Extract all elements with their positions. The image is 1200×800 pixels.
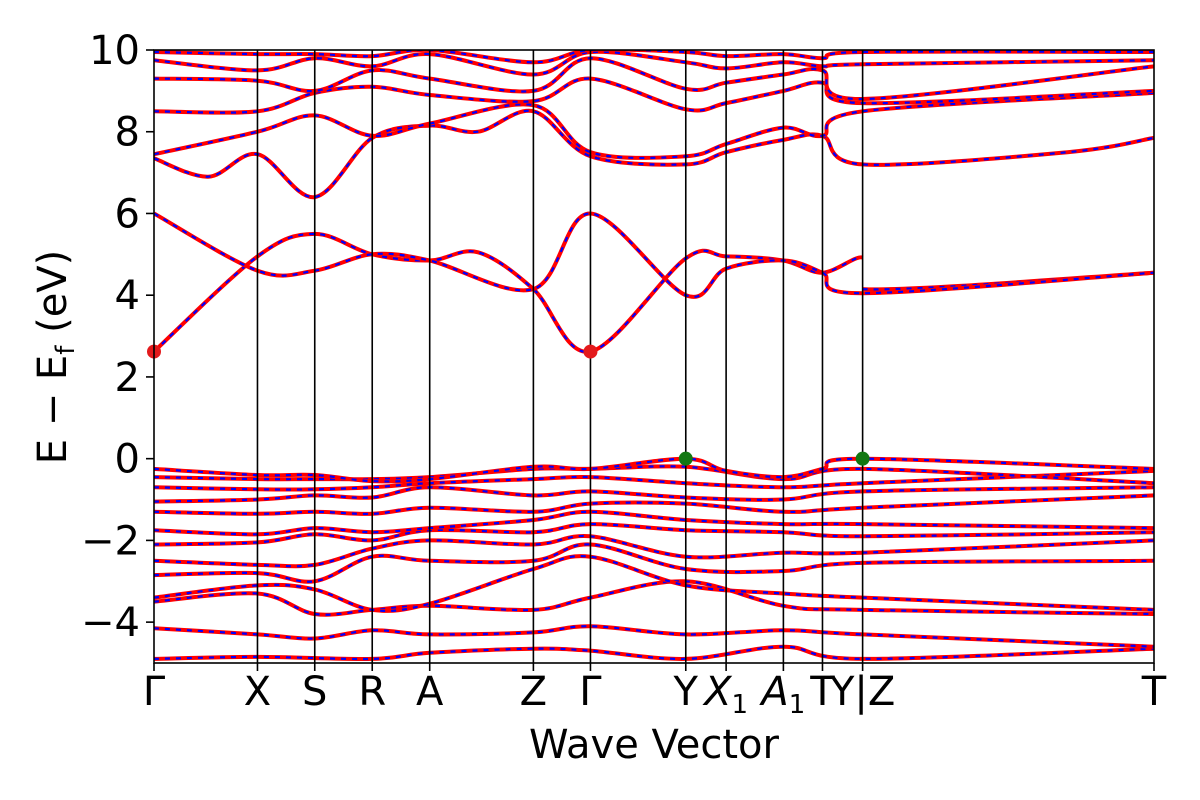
band-line-0 [154,644,1154,662]
y-axis-ticks: −4 −2 0 2 4 6 8 10 [81,28,154,646]
x-tick-label: Y|Z [829,669,895,715]
x-tick-label: Γ [579,669,602,715]
band-line-13 [154,231,1154,354]
band-line-15 [154,108,1154,200]
y-tick-label: 0 [115,437,140,483]
extremum-marker-1 [583,344,598,359]
x-tick-label: A1 [758,669,805,720]
x-tick-label: X [244,669,271,715]
band-line-8 [154,493,1154,516]
band-line-dashed-18 [154,57,1154,101]
extremum-marker-3 [855,451,870,466]
plot-frame [153,49,1155,664]
band-line-1 [154,624,1154,649]
x-tick-label: T [1141,669,1167,715]
band-line-dashed-17 [154,77,1154,114]
y-tick-label: 4 [115,273,140,319]
y-axis-label-main: E − E [30,355,76,465]
extremum-marker-2 [678,451,693,466]
x-tick-label: T [809,669,835,715]
plot-area [147,49,1155,664]
y-tick-label: 6 [115,191,140,237]
bands [154,50,1154,662]
y-tick-label: −4 [81,600,140,646]
y-axis-label: E − Ef (eV) [30,250,81,465]
y-axis-label-subscript: f [51,345,81,355]
x-tick-label: R [358,669,386,715]
band-line-dashed-19 [154,50,1154,76]
x-tick-label: Y [673,669,699,715]
y-axis-label-unit: (eV) [30,250,76,346]
x-tick-label: S [302,669,327,715]
y-tick-label: −2 [81,518,140,564]
y-tick-label: 10 [89,28,140,74]
x-tick-label: Z [520,669,547,715]
x-axis-label: Wave Vector [529,722,780,768]
x-tick-label: X1 [702,669,748,720]
x-tick-label: Γ [143,669,166,715]
y-tick-label: 8 [115,110,140,156]
band-line-dashed-12 [154,457,1154,483]
band-line-dashed-15 [154,109,1154,199]
band-line-16 [154,90,1154,160]
band-line-14 [154,211,1154,299]
band-line-7 [154,509,1154,537]
band-line-dashed-4 [154,543,1154,583]
band-line-dashed-10 [154,469,1154,491]
x-axis-ticks: Γ X S R A Z Γ Y X1 A1 TY|Z T [143,663,1167,720]
x-tick-label: A [416,669,444,715]
y-tick-label: 2 [115,355,140,401]
